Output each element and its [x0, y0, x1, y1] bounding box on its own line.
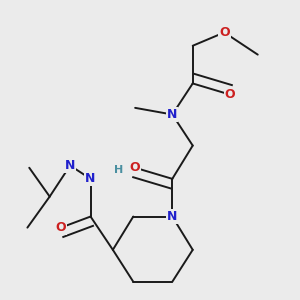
- Text: O: O: [56, 221, 66, 234]
- Text: N: N: [167, 108, 178, 121]
- Text: N: N: [65, 159, 75, 172]
- Text: O: O: [225, 88, 235, 101]
- Text: O: O: [130, 161, 140, 174]
- Text: N: N: [85, 172, 96, 185]
- Text: O: O: [219, 26, 230, 39]
- Text: H: H: [114, 165, 123, 175]
- Text: N: N: [167, 210, 178, 223]
